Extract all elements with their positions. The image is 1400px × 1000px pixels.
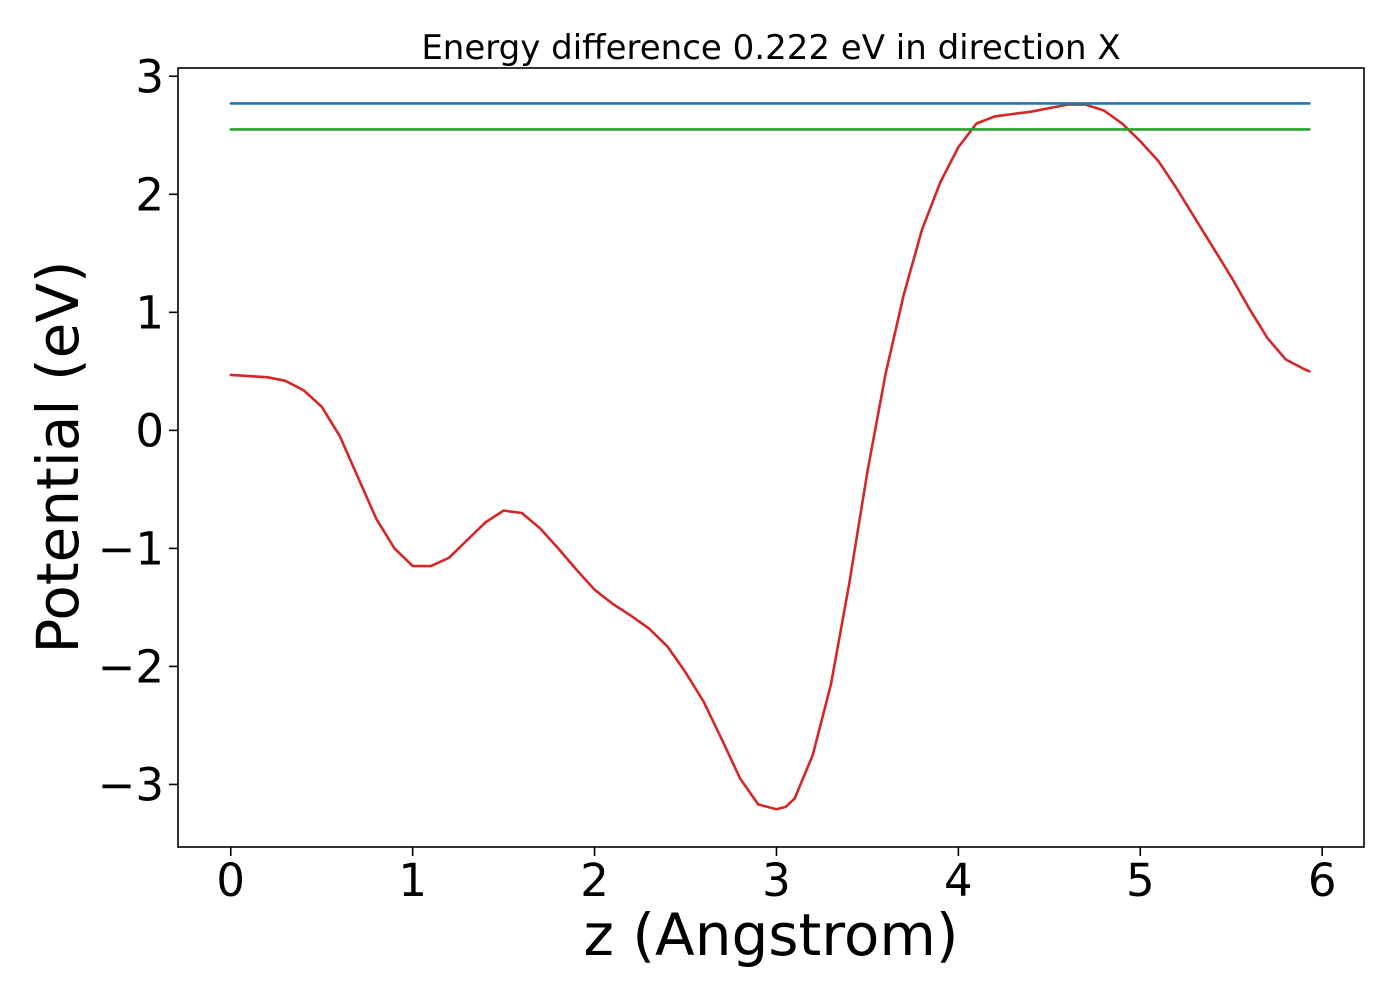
x-axis-label: z (Angstrom) — [584, 901, 959, 969]
chart-title: Energy difference 0.222 eV in direction … — [421, 28, 1120, 68]
y-axis-label: Potential (eV) — [24, 260, 92, 653]
plot-area-frame — [177, 67, 1365, 848]
x-tick-label: 0 — [216, 854, 245, 907]
series-line-0 — [229, 103, 1311, 811]
x-tick-label: 5 — [1126, 854, 1155, 907]
y-tick-label: 1 — [135, 286, 164, 339]
y-axis-ticks: −3 −2 −1 0 1 2 3 — [98, 50, 178, 811]
x-tick-label: 4 — [944, 854, 973, 907]
x-tick-label: 2 — [580, 854, 609, 907]
y-tick-label: 0 — [135, 404, 164, 457]
y-tick-label: 2 — [135, 168, 164, 221]
y-tick-label: −2 — [98, 640, 164, 693]
y-tick-label: −3 — [98, 758, 164, 811]
y-tick-label: −1 — [98, 522, 164, 575]
x-tick-label: 1 — [398, 854, 427, 907]
x-axis-ticks: 0 1 2 3 4 5 6 — [216, 847, 1336, 907]
x-tick-label: 3 — [762, 854, 791, 907]
series-layer — [229, 102, 1311, 811]
y-tick-label: 3 — [135, 50, 164, 103]
x-tick-label: 6 — [1308, 854, 1337, 907]
